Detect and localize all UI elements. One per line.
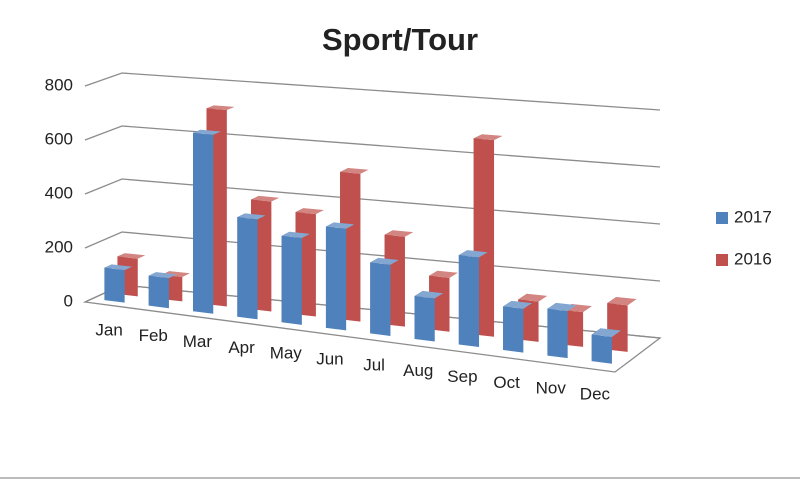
y-tick-label: 0 — [64, 291, 73, 310]
bar-front — [503, 306, 524, 353]
legend-label: 2016 — [734, 249, 772, 268]
bar-front — [104, 267, 125, 303]
y-tick-label: 800 — [45, 75, 73, 94]
x-tick-label: Jul — [363, 355, 385, 374]
bar-front — [607, 303, 628, 352]
x-tick-label: Jun — [316, 350, 343, 369]
bar-front — [325, 226, 347, 331]
bar-top — [251, 195, 280, 202]
grid-line — [84, 72, 661, 111]
bar-top — [458, 250, 488, 258]
x-tick-label: Apr — [228, 338, 255, 357]
bar-top — [414, 290, 444, 299]
bar-front — [458, 255, 480, 348]
bar-top — [104, 264, 133, 271]
bar-top — [237, 213, 266, 220]
bar-top — [518, 293, 548, 302]
y-tick-label: 400 — [45, 183, 73, 202]
bar-top — [206, 105, 235, 111]
bar-top — [117, 253, 146, 259]
bar-front — [591, 334, 612, 364]
bar-front — [281, 235, 302, 325]
legend-label: 2017 — [734, 207, 772, 226]
bar-front — [193, 132, 214, 314]
bar-front — [547, 308, 568, 359]
bar-top — [607, 297, 637, 306]
x-tick-label: Nov — [536, 379, 567, 398]
x-tick-label: Jan — [95, 320, 122, 339]
bar-top — [193, 129, 222, 135]
bar-top — [295, 208, 324, 215]
bar-top — [325, 222, 355, 229]
x-tick-label: Sep — [447, 367, 477, 386]
bar-top — [148, 272, 177, 279]
bar-top — [429, 270, 458, 278]
x-tick-label: Mar — [183, 332, 213, 351]
bar-top — [370, 257, 399, 265]
x-tick-label: Dec — [580, 385, 611, 404]
bar-front — [148, 275, 169, 309]
legend-swatch — [716, 212, 728, 224]
x-tick-label: Oct — [493, 373, 520, 392]
bar-front — [370, 262, 391, 336]
bar-top — [281, 231, 310, 239]
bar-front — [414, 296, 435, 342]
y-tick-label: 200 — [45, 237, 73, 256]
bar-top — [473, 134, 503, 141]
bar-front — [237, 217, 258, 320]
x-tick-label: Aug — [403, 361, 433, 380]
bar-top — [384, 230, 414, 237]
bar-front — [562, 309, 584, 347]
bar-top — [503, 300, 533, 309]
x-tick-label: May — [270, 344, 303, 363]
y-tick-label: 600 — [45, 129, 73, 148]
bar-top — [591, 328, 621, 338]
legend-swatch — [716, 254, 728, 266]
chart-title: Sport/Tour — [322, 22, 478, 57]
grid-line — [84, 178, 661, 225]
bar-top — [547, 302, 577, 312]
grid-line — [84, 125, 661, 168]
x-tick-label: Feb — [139, 326, 168, 345]
bar-top — [340, 168, 369, 174]
